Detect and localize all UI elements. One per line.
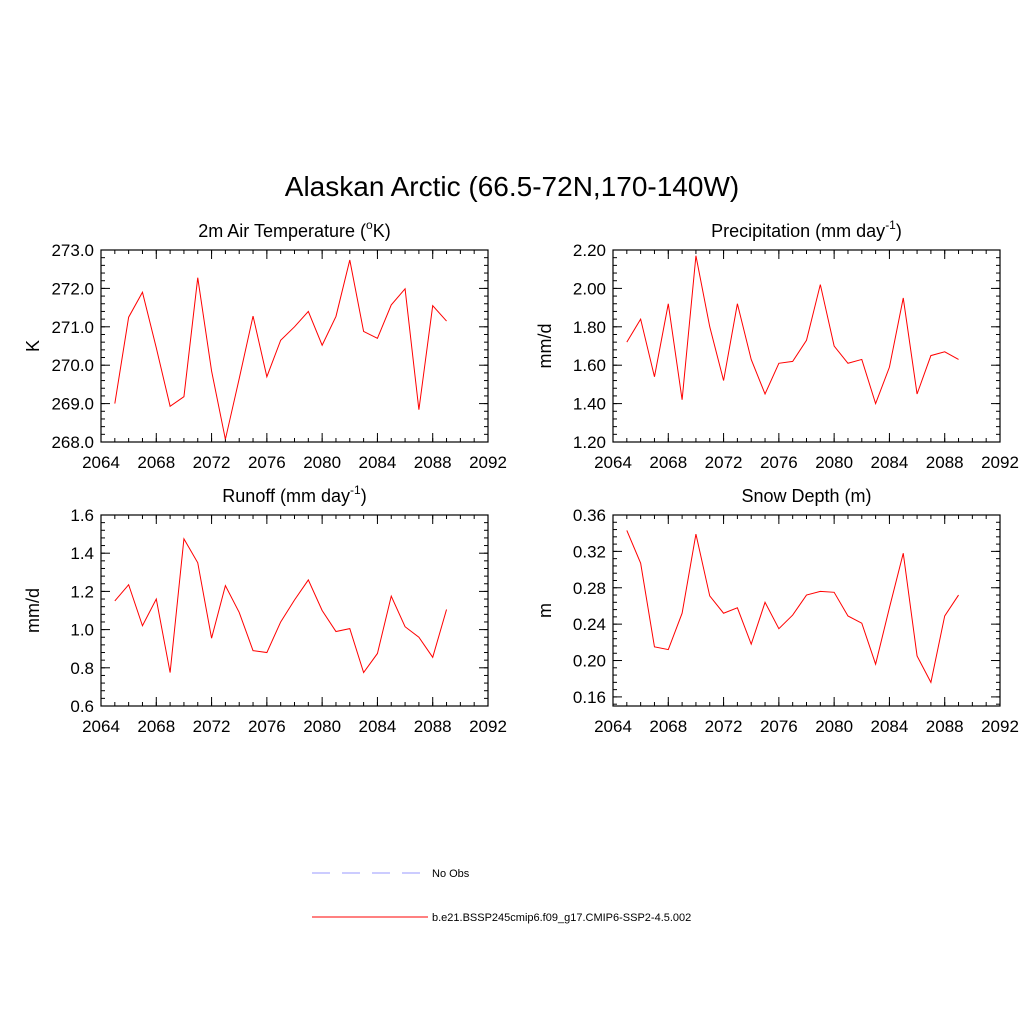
figure-title: Alaskan Arctic (66.5-72N,170-140W) bbox=[285, 171, 739, 202]
x-tick-label: 2088 bbox=[414, 717, 452, 736]
x-tick-label: 2076 bbox=[248, 453, 286, 472]
y-tick-label: 0.16 bbox=[573, 688, 606, 707]
x-tick-label: 2092 bbox=[981, 717, 1019, 736]
x-tick-label: 2064 bbox=[594, 453, 632, 472]
plot-frame bbox=[100, 249, 489, 443]
y-tick-label: 1.60 bbox=[573, 356, 606, 375]
x-tick-label: 2084 bbox=[359, 453, 397, 472]
panel-2: 2064 2068 2072 2076 2080 2084 2088 2092 1.20 1.40… bbox=[535, 218, 1019, 472]
x-tick-label: 2068 bbox=[137, 453, 175, 472]
x-tick-label: 2072 bbox=[705, 717, 743, 736]
x-tick-label: 2064 bbox=[82, 717, 120, 736]
y-tick-label: 0.6 bbox=[70, 697, 94, 716]
y-axis-label: K bbox=[23, 340, 43, 352]
y-tick-label: 1.0 bbox=[70, 621, 94, 640]
y-tick-label: 1.40 bbox=[573, 395, 606, 414]
series-line bbox=[114, 259, 447, 440]
y-tick-label: 1.4 bbox=[70, 544, 94, 563]
y-tick-label: 2.00 bbox=[573, 279, 606, 298]
panel-title: 2m Air Temperature (oK) bbox=[198, 218, 390, 241]
x-tick-label: 2076 bbox=[248, 717, 286, 736]
panel-title: Precipitation (mm day-1) bbox=[711, 218, 902, 241]
series-line bbox=[626, 530, 959, 684]
y-tick-label: 0.36 bbox=[573, 506, 606, 525]
panel-title: Runoff (mm day-1) bbox=[222, 483, 366, 506]
panel-title: Snow Depth (m) bbox=[741, 486, 871, 506]
x-tick-label: 2068 bbox=[649, 717, 687, 736]
y-tick-label: 0.24 bbox=[573, 615, 606, 634]
x-tick-label: 2072 bbox=[193, 453, 231, 472]
x-tick-label: 2088 bbox=[414, 453, 452, 472]
y-tick-label: 1.2 bbox=[70, 582, 94, 601]
x-tick-label: 2092 bbox=[981, 453, 1019, 472]
y-tick-label: 1.20 bbox=[573, 433, 606, 452]
x-tick-label: 2084 bbox=[871, 717, 909, 736]
x-tick-label: 2088 bbox=[926, 453, 964, 472]
x-tick-label: 2080 bbox=[303, 717, 341, 736]
x-tick-label: 2080 bbox=[815, 717, 853, 736]
y-tick-label: 0.8 bbox=[70, 659, 94, 678]
y-tick-label: 273.0 bbox=[51, 241, 94, 260]
y-tick-label: 268.0 bbox=[51, 433, 94, 452]
x-tick-label: 2084 bbox=[359, 717, 397, 736]
panel-1: 2064 2068 2072 2076 2080 2084 2088 2092 268.0 269… bbox=[23, 218, 507, 472]
x-tick-label: 2072 bbox=[193, 717, 231, 736]
x-tick-label: 2072 bbox=[705, 453, 743, 472]
y-tick-label: 1.80 bbox=[573, 318, 606, 337]
y-axis-label: m bbox=[535, 603, 555, 618]
x-tick-label: 2080 bbox=[303, 453, 341, 472]
x-tick-label: 2092 bbox=[469, 453, 507, 472]
legend: No Obs b.e21.BSSP245cmip6.f09_g17.CMIP6-… bbox=[312, 868, 691, 924]
y-tick-label: 271.0 bbox=[51, 318, 94, 337]
y-tick-label: 269.0 bbox=[51, 395, 94, 414]
x-tick-label: 2088 bbox=[926, 717, 964, 736]
y-tick-label: 1.6 bbox=[70, 506, 94, 525]
y-tick-label: 0.28 bbox=[573, 579, 606, 598]
plot-frame bbox=[100, 514, 489, 707]
panel-4: 2064 2068 2072 2076 2080 2084 2088 2092 0.16 0.20… bbox=[535, 486, 1019, 736]
x-tick-label: 2064 bbox=[82, 453, 120, 472]
y-axis-label: mm/d bbox=[23, 588, 43, 633]
y-axis-label: mm/d bbox=[535, 324, 555, 369]
y-tick-label: 0.20 bbox=[573, 652, 606, 671]
y-tick-label: 2.20 bbox=[573, 241, 606, 260]
x-tick-label: 2068 bbox=[137, 717, 175, 736]
y-tick-label: 270.0 bbox=[51, 356, 94, 375]
x-tick-label: 2076 bbox=[760, 717, 798, 736]
x-tick-label: 2068 bbox=[649, 453, 687, 472]
legend-label-model-run: b.e21.BSSP245cmip6.f09_g17.CMIP6-SSP2-4.… bbox=[432, 912, 691, 924]
panels: 2064 2068 2072 2076 2080 2084 2088 2092 268.0 269… bbox=[23, 218, 1019, 736]
x-tick-label: 2084 bbox=[871, 453, 909, 472]
x-tick-label: 2076 bbox=[760, 453, 798, 472]
x-tick-label: 2080 bbox=[815, 453, 853, 472]
x-tick-label: 2092 bbox=[469, 717, 507, 736]
legend-label-no-obs: No Obs bbox=[432, 868, 470, 880]
y-tick-label: 272.0 bbox=[51, 279, 94, 298]
panel-3: 2064 2068 2072 2076 2080 2084 2088 2092 0.6 0.8 1.… bbox=[23, 483, 507, 736]
plot-frame bbox=[612, 514, 1001, 707]
series-line bbox=[114, 537, 448, 674]
x-tick-label: 2064 bbox=[594, 717, 632, 736]
y-tick-label: 0.32 bbox=[573, 542, 606, 561]
series-line bbox=[626, 255, 959, 406]
plot-frame bbox=[612, 249, 1001, 443]
